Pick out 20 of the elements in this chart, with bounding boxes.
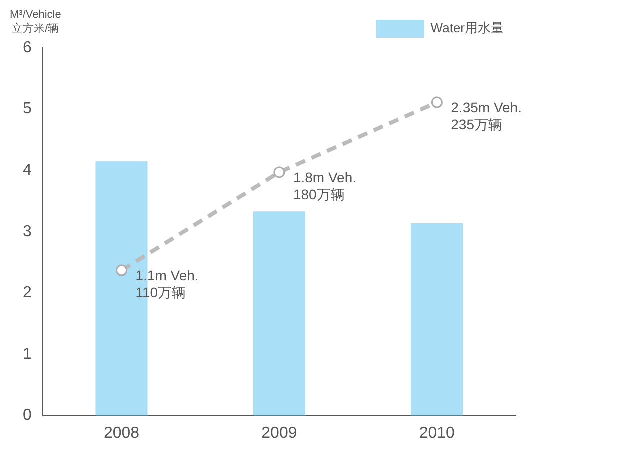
- point: [116, 264, 128, 276]
- y-axis-title: M³/Vehicle 立方米/辆: [10, 8, 62, 36]
- y-tick-label: 3: [22, 223, 32, 240]
- legend-label: Water用水量: [430, 20, 504, 36]
- bar: [253, 212, 306, 416]
- y-tick-label: 6: [22, 39, 32, 56]
- annotation: 1.1m Veh. 110万辆: [136, 267, 199, 300]
- x-tick-label: 2008: [104, 424, 140, 442]
- point: [274, 166, 286, 178]
- annotation: 2.35m Veh. 235万辆: [451, 99, 522, 132]
- y-tick-label: 5: [22, 100, 32, 118]
- annotation: 1.8m Veh. 180万辆: [293, 169, 356, 202]
- y-tick-label: 4: [22, 162, 32, 180]
- y-tick-label: 0: [22, 407, 32, 424]
- point: [431, 96, 443, 108]
- y-tick-label: 2: [22, 284, 32, 302]
- x-tick-label: 2010: [419, 424, 456, 442]
- y-tick-label: 1: [22, 346, 32, 363]
- x-tick-label: 2009: [262, 424, 298, 442]
- bar: [411, 223, 464, 416]
